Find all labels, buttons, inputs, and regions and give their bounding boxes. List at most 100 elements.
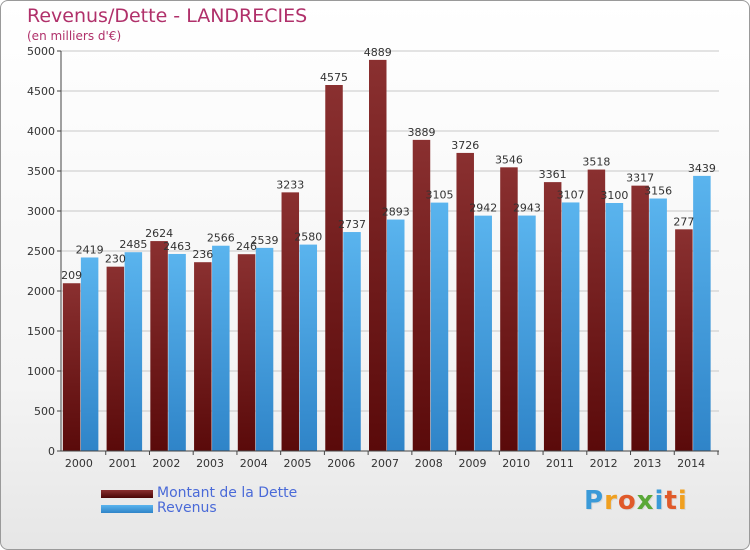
logo-letter: x	[636, 486, 655, 516]
bar-revenus	[693, 175, 711, 451]
bar-dette	[369, 59, 387, 451]
bar-dette	[237, 254, 256, 451]
data-label-dette: 2624	[145, 227, 173, 240]
x-tick-label: 2013	[633, 457, 661, 470]
data-label-dette: 246	[236, 240, 257, 253]
logo-letter: i	[654, 486, 665, 516]
data-label-revenus: 2943	[513, 202, 541, 215]
x-tick-label: 2002	[152, 457, 180, 470]
x-tick-label: 2009	[458, 457, 486, 470]
bar-dette	[281, 192, 300, 452]
bar-dette	[194, 262, 212, 451]
bar-revenus	[168, 253, 186, 451]
y-tick-label: 4000	[27, 125, 55, 138]
data-label-revenus: 2942	[469, 202, 497, 215]
x-tick-label: 2001	[109, 457, 137, 470]
y-tick-label: 5000	[27, 45, 55, 58]
bar-revenus	[518, 215, 536, 451]
bar-revenus	[649, 198, 667, 451]
bar-revenus	[255, 247, 274, 451]
bar-dette	[325, 85, 343, 451]
x-tick-label: 2005	[284, 457, 312, 470]
y-tick-label: 3500	[27, 165, 55, 178]
logo-letter: r	[604, 486, 618, 516]
y-tick-label: 500	[34, 405, 55, 418]
chart-subtitle: (en milliers d'€)	[27, 29, 122, 43]
bar-dette	[412, 139, 431, 451]
bar-dette	[62, 283, 81, 451]
data-label-dette: 4889	[364, 46, 392, 59]
x-tick-label: 2007	[371, 457, 399, 470]
x-tick-label: 2008	[415, 457, 443, 470]
chart-title: Revenus/Dette - LANDRECIES	[27, 5, 308, 27]
legend-swatch-revenus	[101, 505, 153, 513]
bar-revenus	[124, 252, 143, 451]
data-label-revenus: 2485	[119, 238, 147, 251]
data-label-dette: 3546	[495, 153, 523, 166]
y-tick-label: 1000	[27, 365, 55, 378]
data-label-revenus: 2737	[338, 218, 366, 231]
y-tick-label: 4500	[27, 85, 55, 98]
data-label-revenus: 2463	[163, 240, 191, 253]
bar-dette	[150, 241, 168, 451]
proxiti-logo: Proxiti	[584, 486, 688, 516]
y-tick-label: 3000	[27, 205, 55, 218]
logo-letter: P	[584, 486, 605, 516]
data-label-dette: 3317	[626, 172, 654, 185]
bar-dette	[456, 152, 474, 452]
data-label-revenus: 2580	[294, 231, 322, 244]
logo-letter: t	[664, 486, 678, 516]
bar-dette	[500, 167, 518, 451]
data-label-revenus: 2566	[207, 232, 235, 245]
data-label-revenus: 3100	[600, 189, 628, 202]
bar-revenus	[212, 245, 230, 451]
data-label-dette: 3361	[539, 168, 567, 181]
bar-revenus	[387, 219, 405, 451]
data-label-dette: 209	[61, 269, 82, 282]
x-tick-label: 2003	[196, 457, 224, 470]
data-label-revenus: 3107	[557, 188, 585, 201]
legend-label-dette: Montant de la Dette	[157, 485, 298, 501]
y-tick-label: 2000	[27, 285, 55, 298]
data-label-revenus: 3439	[688, 162, 716, 175]
data-label-dette: 230	[105, 253, 126, 266]
bar-revenus	[474, 215, 492, 451]
axes: 0 500 1000 1500 2000 2500 3000 3500 4000 4500 5000…	[27, 45, 719, 470]
logo-letter: i	[677, 486, 688, 516]
data-label-dette: 3233	[276, 178, 304, 191]
logo-letter: o	[617, 486, 637, 516]
bar-revenus	[605, 203, 624, 451]
x-tick-label: 2014	[677, 457, 705, 470]
legend-swatch-dette	[101, 490, 153, 498]
data-label-revenus: 2539	[251, 234, 279, 247]
bar-dette	[543, 182, 562, 451]
bar-dette	[106, 266, 125, 451]
bar-revenus	[80, 257, 99, 451]
x-tick-label: 2010	[502, 457, 530, 470]
data-label-dette: 4575	[320, 71, 348, 84]
bars	[62, 59, 711, 452]
y-tick-label: 0	[48, 445, 55, 458]
bar-revenus	[561, 202, 580, 451]
data-label-revenus: 2893	[382, 206, 410, 219]
data-label-dette: 277	[673, 215, 694, 228]
data-label-dette: 3889	[407, 126, 435, 139]
data-label-revenus: 3105	[425, 189, 453, 202]
legend-label-revenus: Revenus	[157, 500, 217, 516]
y-tick-label: 1500	[27, 325, 55, 338]
bar-revenus	[430, 202, 449, 451]
x-tick-label: 2012	[590, 457, 618, 470]
x-tick-label: 2000	[65, 457, 93, 470]
bar-revenus	[299, 244, 318, 451]
bar-dette	[675, 229, 693, 451]
x-tick-label: 2011	[546, 457, 574, 470]
data-label-revenus: 2419	[76, 243, 104, 256]
bar-dette	[631, 185, 649, 451]
data-label-dette: 236	[192, 248, 213, 261]
bar-revenus	[343, 232, 361, 451]
bar-dette	[587, 169, 606, 451]
x-tick-label: 2004	[240, 457, 268, 470]
